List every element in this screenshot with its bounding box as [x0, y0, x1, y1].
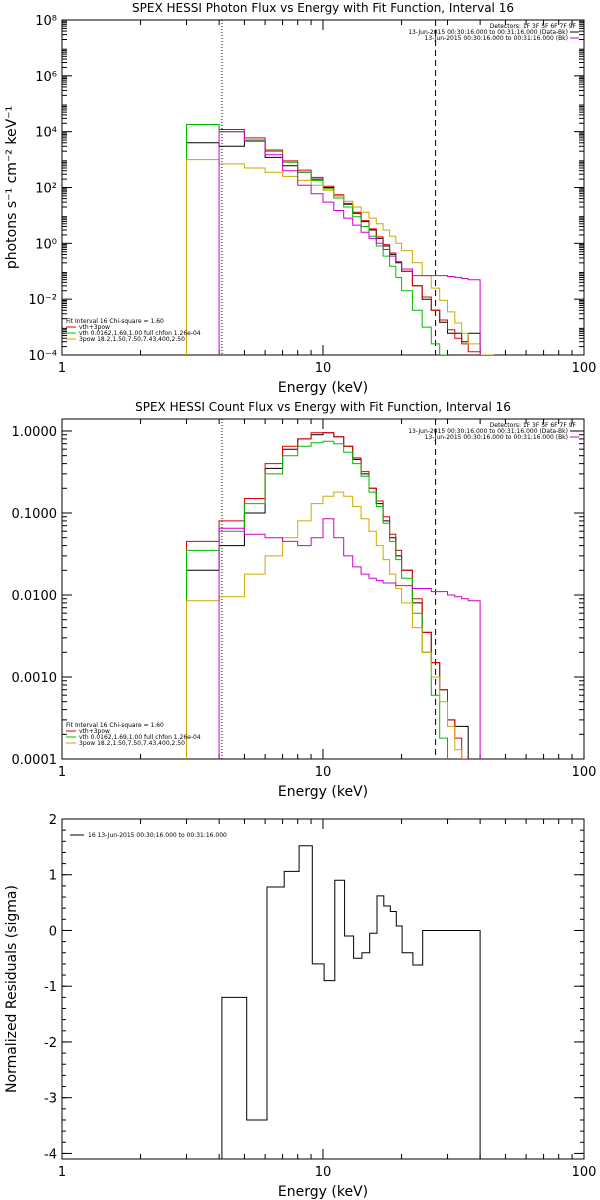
- x-axis-label: Energy (keV): [278, 1184, 368, 1200]
- x-tick-label: 10: [315, 765, 332, 780]
- x-tick-label: 1: [58, 765, 66, 780]
- series-group: [221, 845, 481, 1159]
- y-tick-label: 0.0001: [12, 753, 58, 768]
- legend-entry: Fit Interval 16 Chi-square = 1.60: [66, 318, 164, 325]
- x-axis-label: Energy (keV): [278, 380, 368, 396]
- x-tick-label: 1: [58, 1165, 66, 1180]
- legend-entry: vth+3pow: [79, 324, 110, 331]
- y-tick-label: 10⁻⁴: [28, 349, 57, 364]
- legend-entry: 13-Jun-2015 00:30:16.000 to 00:31:16.000…: [408, 29, 568, 36]
- series-line-3: [186, 491, 463, 759]
- y-tick-label: 10⁸: [35, 14, 57, 29]
- y-tick-label: -3: [44, 1092, 57, 1107]
- y-axis-label: photons s⁻¹ cm⁻² keV⁻¹: [4, 106, 20, 269]
- legend-entry: 3pow 18.2,1.50,7.50,7.43,400,2.50: [79, 336, 185, 343]
- series-line-0: [221, 845, 481, 1159]
- chart-title: SPEX HESSI Count Flux vs Energy with Fit…: [135, 400, 511, 414]
- y-tick-label: 10²: [35, 182, 57, 197]
- series-line-1: [186, 432, 469, 759]
- y-tick-label: 10⁻²: [28, 293, 57, 308]
- y-tick-label: -1: [44, 980, 57, 995]
- x-axis-label: Energy (keV): [278, 784, 368, 800]
- y-axis-label: Normalized Residuals (sigma): [4, 885, 20, 1093]
- y-tick-label: 0.0010: [12, 671, 58, 686]
- series-group: [186, 432, 481, 759]
- legend-entry: Fit Interval 16 Chi-square = 1.60: [66, 722, 164, 729]
- series-line-2: [186, 440, 448, 759]
- y-tick-label: 1.0000: [12, 425, 58, 440]
- x-tick-label: 10: [315, 361, 332, 376]
- y-tick-label: 2: [49, 813, 57, 828]
- plot-frame: [61, 418, 585, 760]
- x-tick-label: 100: [572, 1165, 597, 1180]
- y-tick-label: 10⁴: [35, 126, 57, 141]
- legend-entry: Detectors: 1F 3F 5F 6F 7F 9F: [490, 422, 577, 429]
- legend-entry: 3pow 18.2,1.50,7.50,7.43,400,2.50: [79, 740, 185, 747]
- x-tick-label: 100: [572, 361, 597, 376]
- legend-entry: 16 13-Jun-2015 00:30:16.000 to 00:31:16.…: [88, 832, 227, 839]
- chart-panel-2: SPEX HESSI Count Flux vs Energy with Fit…: [12, 400, 597, 800]
- y-tick-label: 0.0100: [12, 589, 58, 604]
- legend-entry: 13-Jun-2015 00:30:16.000 to 00:31:16.000…: [425, 35, 568, 42]
- y-tick-label: 10⁰: [35, 237, 57, 252]
- y-tick-label: 10⁶: [35, 70, 57, 85]
- y-tick-label: 0: [49, 924, 57, 939]
- series-line-2: [186, 124, 448, 355]
- legend-entry: vth 0.0162,1.69,1.00 full chfon 1.26e-04: [79, 330, 201, 337]
- y-tick-label: 0.1000: [12, 507, 58, 522]
- series-line-0: [186, 432, 469, 759]
- chart-title: SPEX HESSI Photon Flux vs Energy with Fi…: [132, 1, 514, 15]
- x-tick-label: 100: [572, 765, 597, 780]
- chart-panel-1: SPEX HESSI Photon Flux vs Energy with Fi…: [4, 1, 596, 396]
- x-tick-label: 1: [58, 361, 66, 376]
- legend-entry: 13-Jun-2015 00:30:16.000 to 00:31:16.000…: [408, 428, 568, 435]
- x-tick-label: 10: [315, 1165, 332, 1180]
- series-line-4: [218, 131, 481, 355]
- legend-entry: Detectors: 1F 3F 5F 6F 7F 9F: [490, 23, 577, 30]
- series-line-3: [186, 159, 494, 355]
- legend-entry: vth+3pow: [79, 728, 110, 735]
- y-tick-label: -2: [44, 1036, 57, 1051]
- plot-frame: [61, 818, 585, 1160]
- series-group: [186, 124, 494, 355]
- chart-panel-3: 1 10 100 Energy (keV) -4 -3 -2 -1 0 1 2 Normalized …: [4, 813, 596, 1200]
- y-tick-label: -4: [44, 1147, 57, 1162]
- legend-entry: 13-Jun-2015 00:30:16.000 to 00:31:16.000…: [425, 434, 568, 441]
- y-tick-label: 1: [49, 869, 57, 884]
- series-line-4: [218, 518, 481, 759]
- legend-entry: vth 0.0162,1.69,1.00 full chfon 1.26e-04: [79, 734, 201, 741]
